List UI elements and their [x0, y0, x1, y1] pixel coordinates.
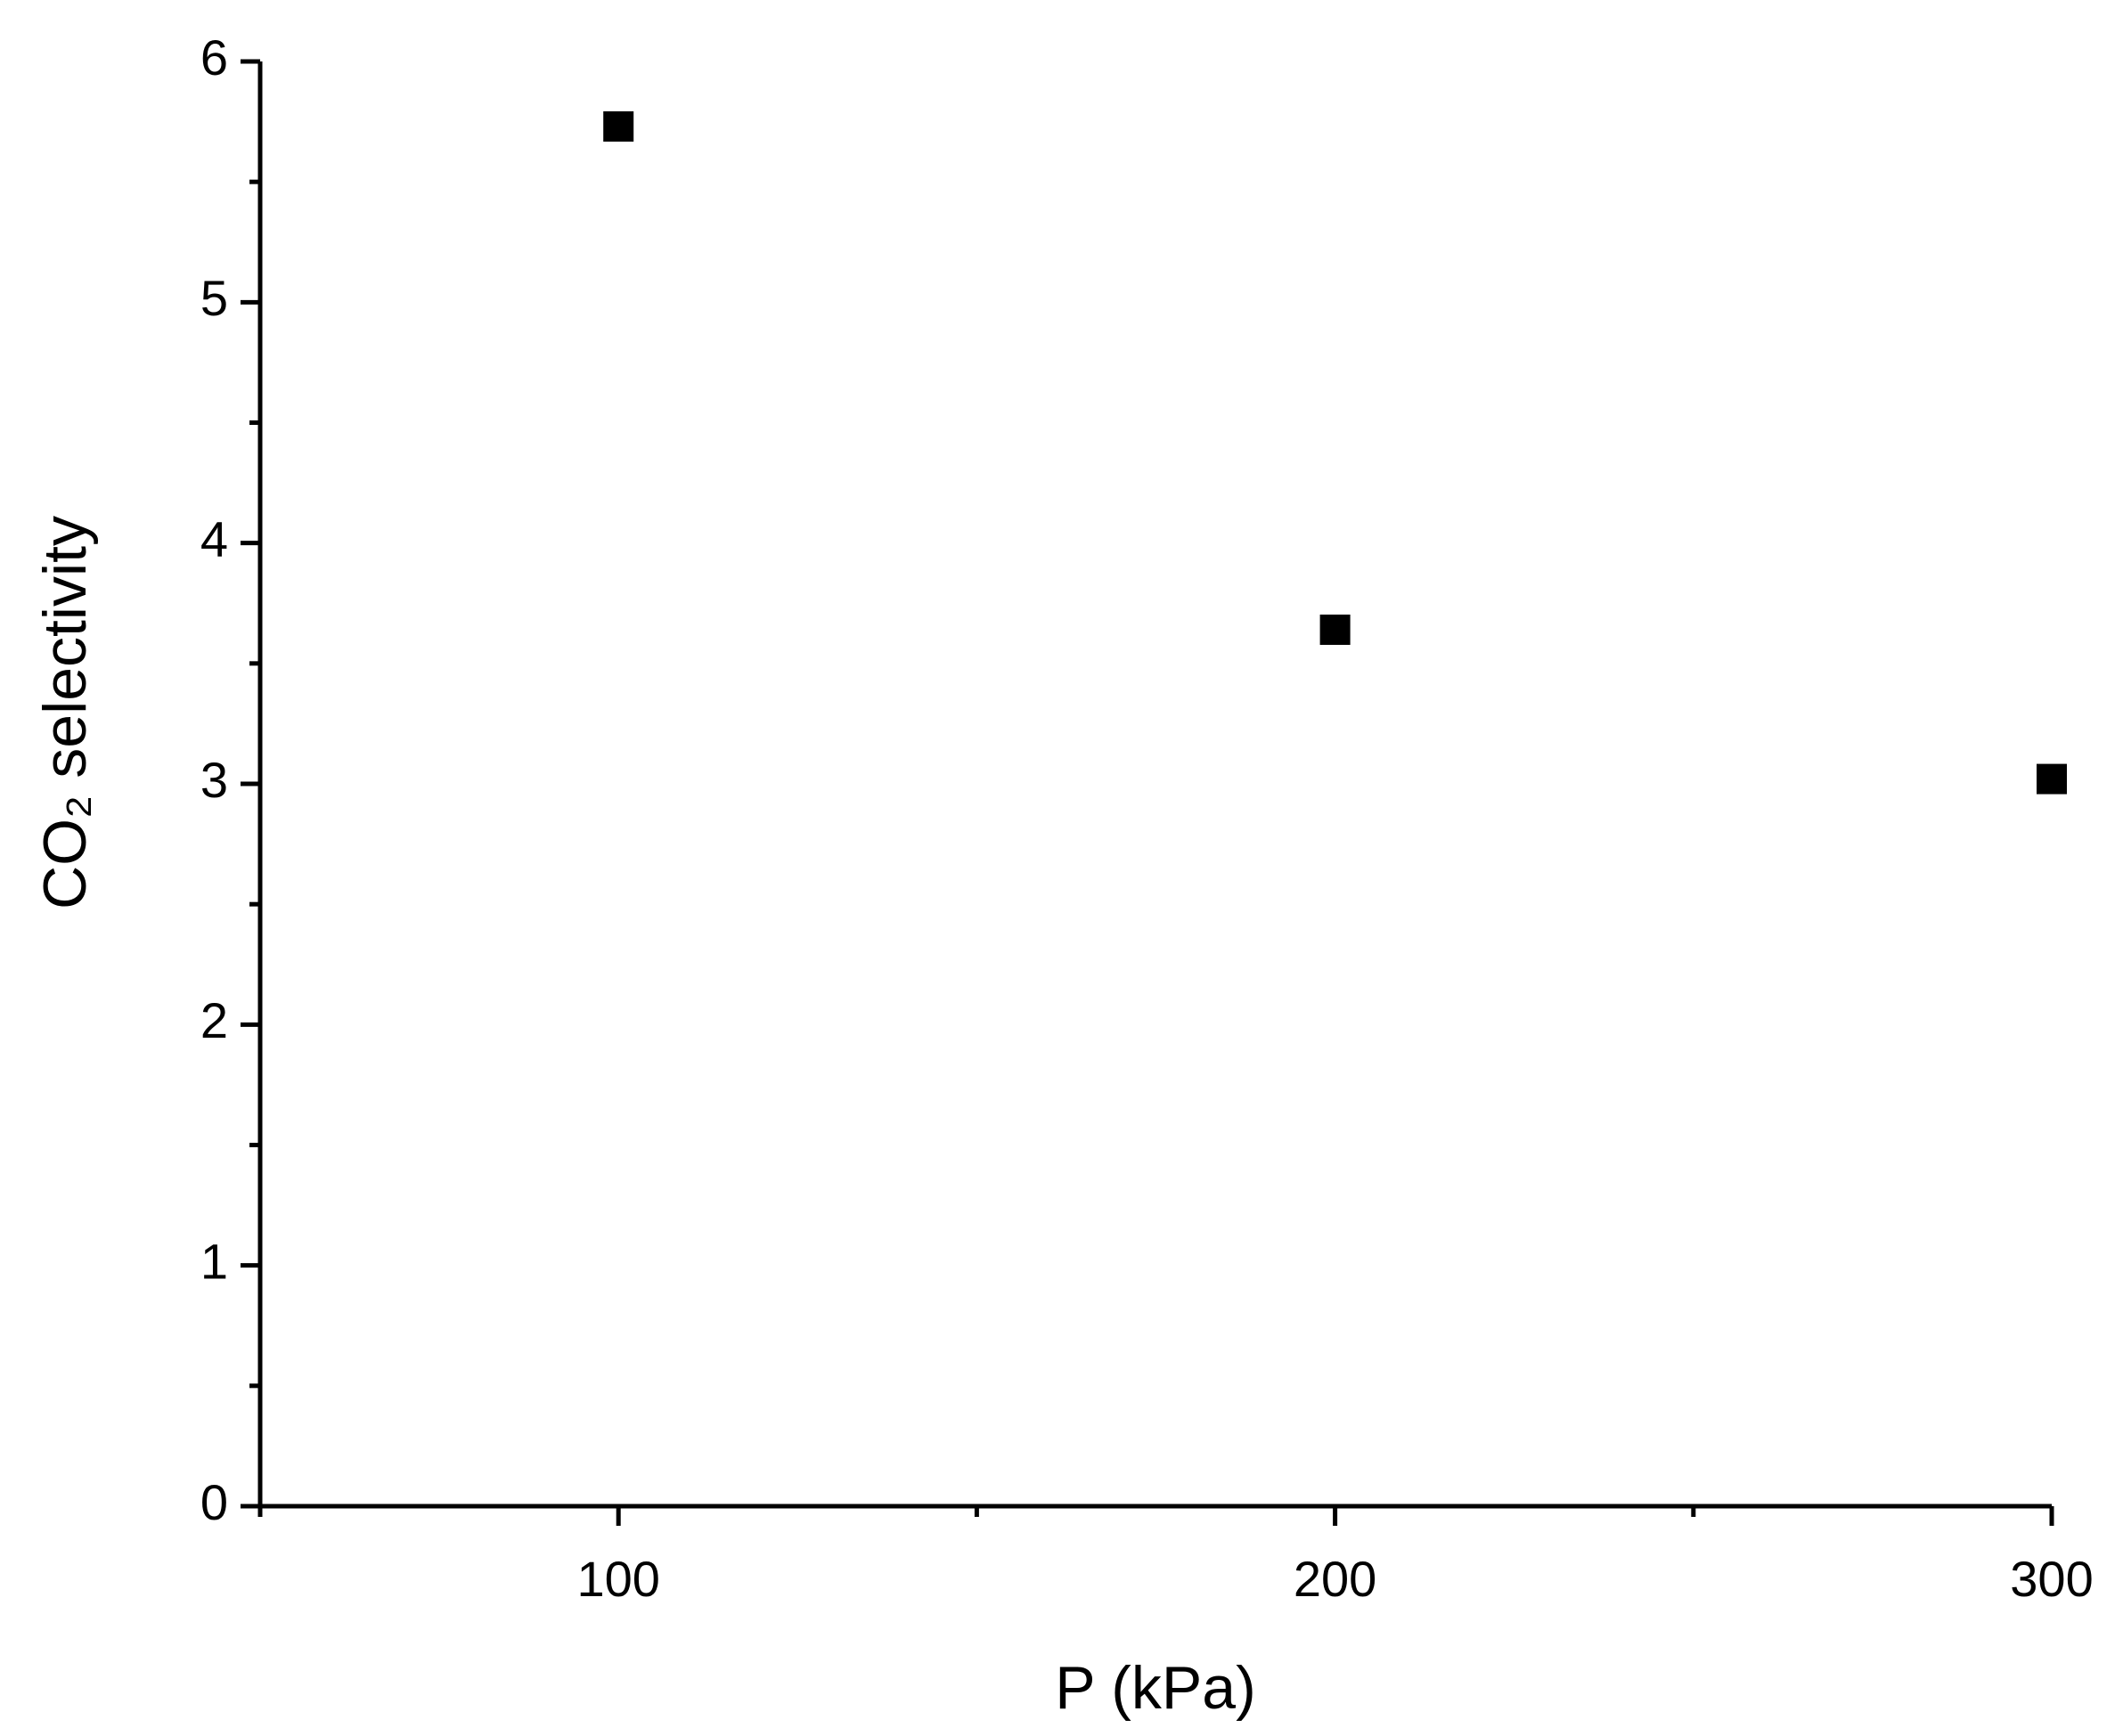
x-tick-label: 200	[1294, 1551, 1376, 1607]
point	[603, 110, 634, 142]
y-tick-label: 4	[200, 510, 228, 566]
x-tick-label: 100	[576, 1551, 659, 1607]
y-tick-label: 3	[200, 752, 228, 808]
x-tick-label: 300	[2010, 1551, 2093, 1607]
point	[2037, 763, 2067, 795]
y-tick-label: 1	[200, 1233, 228, 1289]
point	[1319, 614, 1351, 645]
y-tick-label: 2	[200, 992, 228, 1048]
y-tick-label: 0	[200, 1474, 228, 1530]
y-tick-label: 5	[200, 270, 228, 326]
y-axis-title: CO₂ selectivity	[31, 516, 99, 909]
x-axis-title: P (kPa)	[1055, 1654, 1255, 1722]
y-tick-label: 6	[200, 29, 228, 86]
